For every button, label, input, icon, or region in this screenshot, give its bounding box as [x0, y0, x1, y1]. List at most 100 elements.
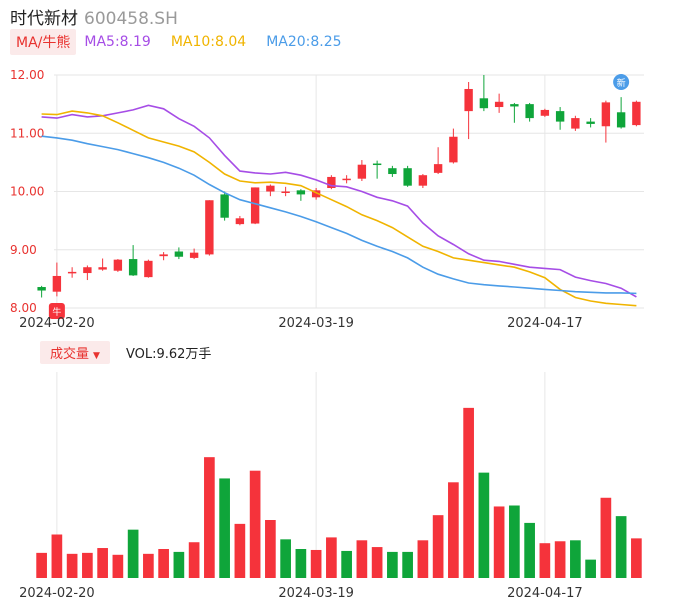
volume-bar	[204, 457, 215, 578]
volume-bar	[127, 529, 139, 578]
candle-body	[388, 168, 397, 175]
candle-body	[144, 260, 153, 278]
ma10-legend: MA10:8.04	[170, 34, 247, 50]
volume-bar	[463, 407, 474, 578]
candle-body	[311, 190, 321, 198]
volume-bar	[36, 552, 47, 578]
candle-body	[189, 252, 199, 258]
volume-bar	[310, 549, 322, 578]
price-tick-label: 11.00	[10, 126, 44, 140]
candle-body	[494, 101, 504, 108]
volume-bar	[478, 472, 490, 578]
volume-legend: 成交量 ▼ VOL:9.62万手	[40, 340, 212, 364]
ma5-legend: MA5:8.19	[84, 34, 151, 50]
candle-body	[372, 163, 382, 166]
volume-bar	[448, 482, 459, 578]
volume-bar	[615, 516, 627, 578]
volume-bar	[143, 553, 154, 578]
date-tick-label: 2024-03-19	[278, 316, 354, 331]
volume-bar	[356, 540, 368, 578]
volume-bar	[432, 515, 444, 578]
candle-body	[540, 109, 550, 116]
volume-indicator-selector[interactable]: 成交量 ▼	[40, 340, 110, 364]
volume-bar	[402, 551, 413, 578]
volume-bar	[585, 559, 596, 578]
candle-body	[418, 175, 428, 186]
candle-body	[601, 102, 611, 127]
volume-bar	[51, 534, 63, 578]
volume-bar	[493, 506, 505, 578]
price-tick-label: 10.00	[10, 185, 44, 199]
candle-body	[83, 267, 92, 274]
stock-title: 时代新材 600458.SH	[10, 4, 178, 29]
candle-body	[403, 168, 412, 186]
bull-marker-label: 牛	[52, 306, 61, 318]
volume-bar	[631, 538, 642, 578]
ma5-line	[41, 104, 637, 298]
volume-bar	[66, 553, 78, 578]
candle-body	[433, 164, 443, 173]
candle-body	[220, 194, 229, 218]
volume-bar	[371, 547, 383, 578]
candle-body	[616, 112, 626, 128]
ma20-legend: MA20:8.25	[266, 34, 342, 50]
ma-indicator-selector[interactable]: MA/牛熊	[10, 29, 77, 55]
bull-marker-icon	[48, 303, 65, 319]
price-tick-label: 9.00	[10, 243, 37, 257]
candle-body	[266, 185, 275, 192]
candle-body	[67, 271, 77, 274]
candle-body	[464, 88, 473, 112]
candle-body	[37, 287, 46, 291]
volume-bar	[97, 548, 108, 578]
volume-bar	[265, 520, 276, 578]
stock-name: 时代新材	[10, 9, 78, 29]
volume-bar	[509, 505, 520, 578]
volume-bar	[173, 551, 185, 578]
candle-body	[174, 251, 184, 257]
volume-bar	[341, 550, 352, 578]
ma20-line	[41, 135, 637, 295]
volume-value: VOL:9.62万手	[125, 346, 212, 362]
volume-date-tick-label: 2024-02-20	[19, 586, 95, 601]
candle-body	[525, 104, 534, 119]
volume-bar	[219, 478, 230, 578]
volume-bar	[387, 551, 398, 578]
volume-bar	[417, 540, 429, 578]
candle-body	[342, 178, 351, 181]
volume-bar	[326, 537, 337, 578]
volume-bar	[280, 539, 291, 578]
volume-bar	[295, 549, 307, 578]
candle-body	[113, 259, 123, 271]
volume-bar	[82, 552, 93, 578]
candle-body	[510, 104, 519, 107]
ma10-line	[41, 110, 637, 307]
candle-body	[449, 136, 458, 163]
candle-body	[235, 218, 245, 225]
candle-body	[250, 187, 260, 224]
candle-body	[98, 267, 107, 270]
volume-bar	[249, 470, 261, 578]
volume-date-tick-label: 2024-04-17	[507, 586, 583, 601]
candle-body	[159, 254, 168, 257]
candle-body	[296, 190, 306, 195]
candle-body	[327, 176, 336, 189]
volume-bar	[158, 549, 169, 578]
volume-selector-label: 成交量	[50, 346, 90, 362]
candle-body	[52, 275, 62, 292]
new-marker-label: 新	[617, 77, 626, 89]
date-tick-label: 2024-04-17	[507, 316, 583, 331]
ma-legend: MA/牛熊 MA5:8.19 MA10:8.04 MA20:8.25	[10, 29, 362, 55]
date-tick-label: 2024-02-20	[19, 316, 95, 331]
candle-body	[555, 111, 565, 122]
price-tick-label: 8.00	[10, 301, 37, 315]
candle-body	[632, 101, 641, 126]
caret-down-icon: ▼	[93, 350, 100, 361]
volume-bar	[554, 541, 566, 578]
new-marker-icon	[613, 74, 630, 90]
candle-body	[128, 259, 138, 276]
price-tick-label: 12.00	[10, 68, 44, 82]
candle-body	[571, 118, 580, 129]
candle-body	[479, 98, 489, 109]
volume-bar	[600, 497, 612, 578]
